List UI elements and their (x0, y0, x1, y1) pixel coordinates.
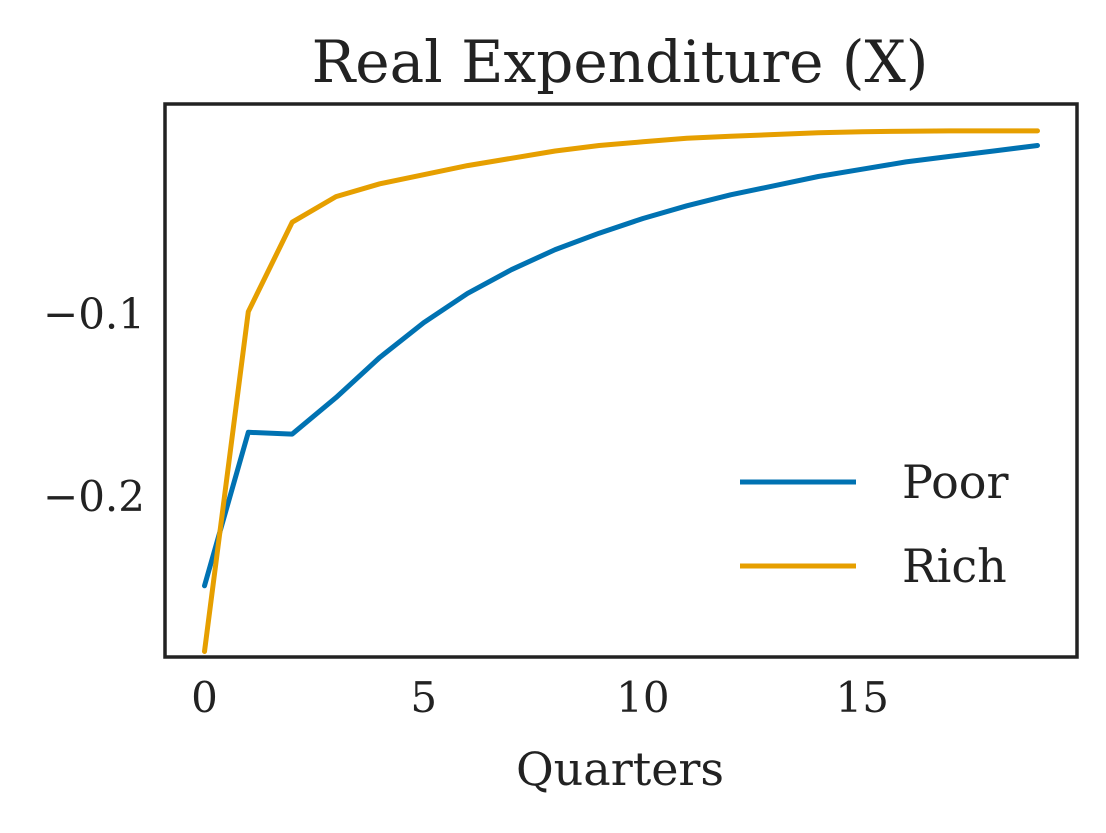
legend-label-rich: Rich (902, 539, 1007, 593)
x-tick-label: 15 (835, 673, 888, 722)
legend: Poor Rich (740, 455, 1008, 593)
y-tick-label: −0.1 (43, 290, 145, 339)
x-ticks: 0 5 10 15 (191, 673, 889, 722)
series-line-poor (202, 143, 1040, 589)
y-ticks: −0.1 −0.2 (43, 290, 145, 522)
x-tick-label: 0 (191, 673, 218, 722)
plot-frame (163, 102, 1079, 659)
series-line-rich (202, 128, 1040, 654)
plot-lines (202, 128, 1040, 654)
x-tick-label: 10 (616, 673, 669, 722)
x-axis-label: Quarters (516, 742, 724, 796)
y-tick-label: −0.2 (43, 472, 145, 521)
legend-label-poor: Poor (902, 455, 1008, 509)
x-tick-label: 5 (410, 673, 437, 722)
chart-title: Real Expenditure (X) (312, 28, 929, 96)
